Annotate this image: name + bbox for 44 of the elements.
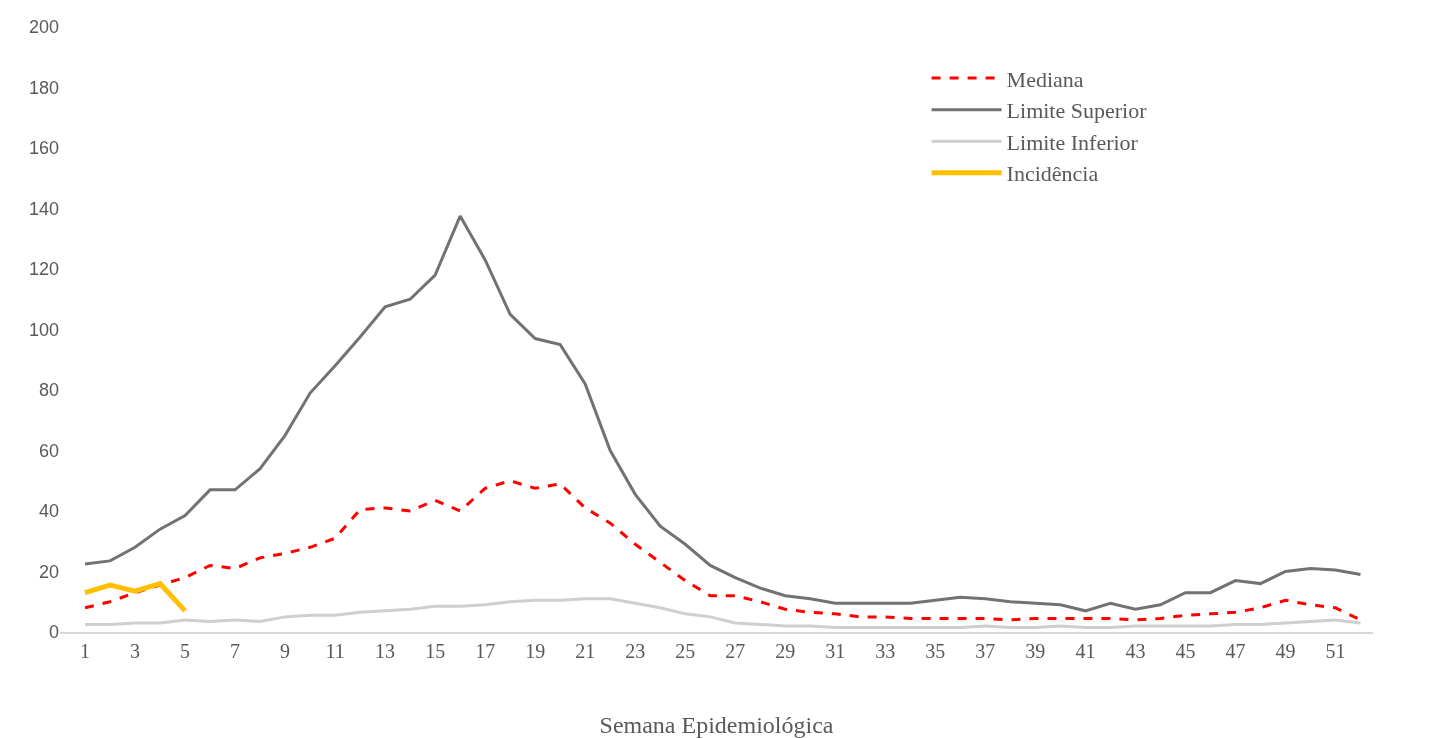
x-tick-label: 21 — [575, 640, 596, 662]
x-tick-label: 19 — [525, 640, 546, 662]
line-series — [83, 214, 1362, 613]
x-tick-label: 43 — [1125, 640, 1146, 662]
y-tick-label: 60 — [38, 440, 59, 461]
x-tick-label: 49 — [1275, 640, 1296, 662]
legend-label: Limite Superior — [1006, 98, 1148, 124]
x-tick-label: 33 — [875, 640, 896, 662]
y-tick-label: 140 — [28, 198, 59, 219]
x-tick-label: 15 — [425, 640, 446, 662]
x-tick-label: 13 — [375, 640, 396, 662]
y-tick-label: 0 — [48, 622, 59, 643]
x-tick-label: 35 — [925, 640, 946, 662]
line-series — [83, 597, 1362, 629]
x-tick-label: 5 — [180, 640, 191, 662]
x-tick-label: 7 — [230, 640, 241, 662]
x-tick-label: 23 — [625, 640, 646, 662]
x-tick-label: 41 — [1075, 640, 1096, 662]
x-tick-label: 11 — [325, 640, 345, 662]
x-tick-label: 37 — [975, 640, 996, 662]
x-tick-label: 27 — [725, 640, 746, 662]
x-tick-label: 1 — [80, 640, 91, 662]
y-tick-label: 20 — [38, 561, 59, 582]
x-tick-label: 25 — [675, 640, 696, 662]
x-tick-label: 31 — [825, 640, 846, 662]
x-tick-label: 39 — [1025, 640, 1046, 662]
x-tick-label: 3 — [130, 640, 141, 662]
x-tick-label: 47 — [1225, 640, 1246, 662]
legend-label: Mediana — [1006, 66, 1084, 92]
x-tick-label: 45 — [1175, 640, 1196, 662]
x-tick-label: 17 — [475, 640, 496, 662]
x-tick-label: 51 — [1325, 640, 1346, 662]
y-tick-label: 40 — [38, 501, 59, 522]
legend-label: Limite Inferior — [1006, 129, 1139, 155]
y-tick-label: 100 — [28, 319, 59, 340]
y-tick-label: 160 — [28, 138, 59, 159]
x-tick-label: 9 — [280, 640, 291, 662]
y-tick-label: 200 — [28, 17, 59, 38]
x-axis-title: Semana Epidemiológica — [599, 712, 834, 738]
x-tick-label: 29 — [775, 640, 796, 662]
y-tick-label: 80 — [38, 380, 59, 401]
y-tick-label: 120 — [28, 259, 59, 280]
y-tick-label: 180 — [28, 77, 59, 98]
legend-label: Incidência — [1006, 161, 1099, 187]
